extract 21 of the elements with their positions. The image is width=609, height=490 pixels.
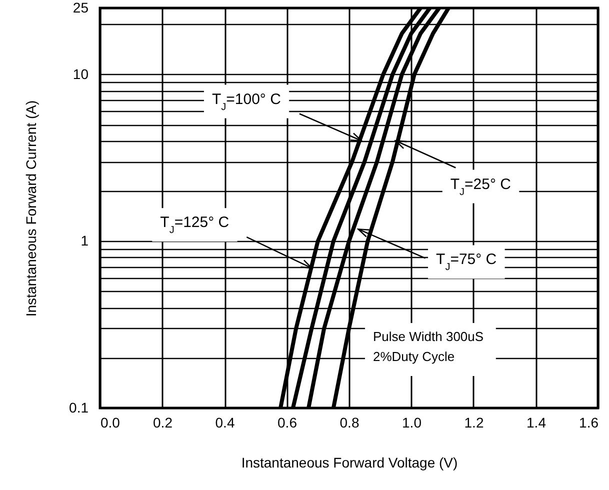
annotation: Pulse Width 300uS [373, 329, 484, 344]
annotation: T$_{J}$=100° C [212, 90, 282, 112]
x-tick-label: 1.4 [526, 414, 546, 430]
annotation: T$_{J}$=25° C [450, 176, 512, 198]
y-tick-label: 1 [80, 232, 89, 249]
annotation: T$_{J}$=75° C [436, 251, 497, 273]
x-axis-title: Instantaneous Forward Voltage (V) [241, 454, 458, 470]
annotation: 2%Duty Cycle [373, 349, 455, 364]
y-axis-title: Instantaneous Forward Current (A) [23, 100, 40, 317]
x-tick-label: 1.6 [579, 414, 599, 430]
x-tick-label: 0.0 [100, 414, 120, 430]
x-tick-label: 1.2 [464, 414, 484, 430]
y-tick-label: 10 [72, 66, 89, 82]
x-tick-label: 0.4 [215, 414, 235, 430]
annotation: T$_{J}$=125° C [160, 214, 230, 236]
x-tick-label: 0.2 [153, 414, 173, 430]
y-tick-label: 0.1 [69, 400, 89, 416]
x-tick-label: 1.0 [402, 414, 422, 430]
y-tick-label: 25 [72, 0, 89, 16]
x-tick-label: 0.8 [340, 414, 360, 430]
x-tick-label: 0.6 [278, 414, 298, 430]
